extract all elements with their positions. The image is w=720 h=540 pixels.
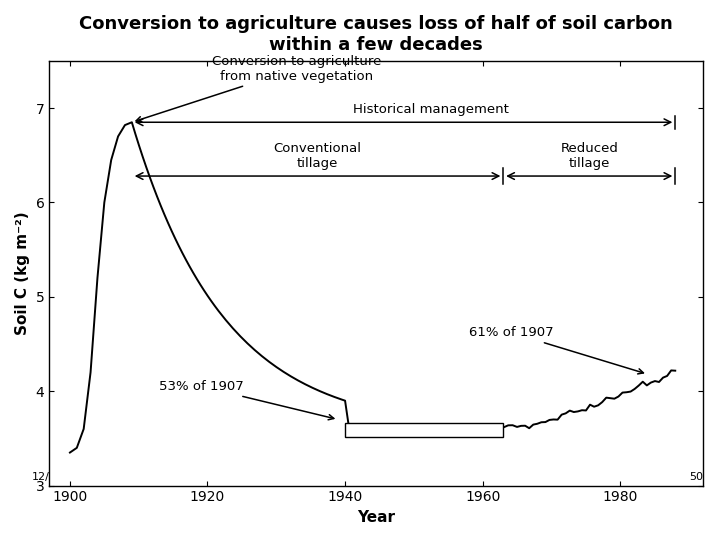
Text: 61% of 1907: 61% of 1907 xyxy=(469,326,644,374)
Text: 12/: 12/ xyxy=(32,472,49,482)
Bar xyxy=(345,423,503,436)
Text: Historical management: Historical management xyxy=(353,103,509,116)
Text: Reduced
tillage: Reduced tillage xyxy=(560,143,618,171)
Y-axis label: Soil C (kg m⁻²): Soil C (kg m⁻²) xyxy=(15,212,30,335)
Text: Conversion to agriculture
from native vegetation: Conversion to agriculture from native ve… xyxy=(136,55,382,122)
Title: Conversion to agriculture causes loss of half of soil carbon
within a few decade: Conversion to agriculture causes loss of… xyxy=(79,15,673,54)
X-axis label: Year: Year xyxy=(357,510,395,525)
Text: 50: 50 xyxy=(689,472,703,482)
Text: 53% of 1907: 53% of 1907 xyxy=(159,380,334,420)
Text: Conventional
tillage: Conventional tillage xyxy=(274,143,361,171)
